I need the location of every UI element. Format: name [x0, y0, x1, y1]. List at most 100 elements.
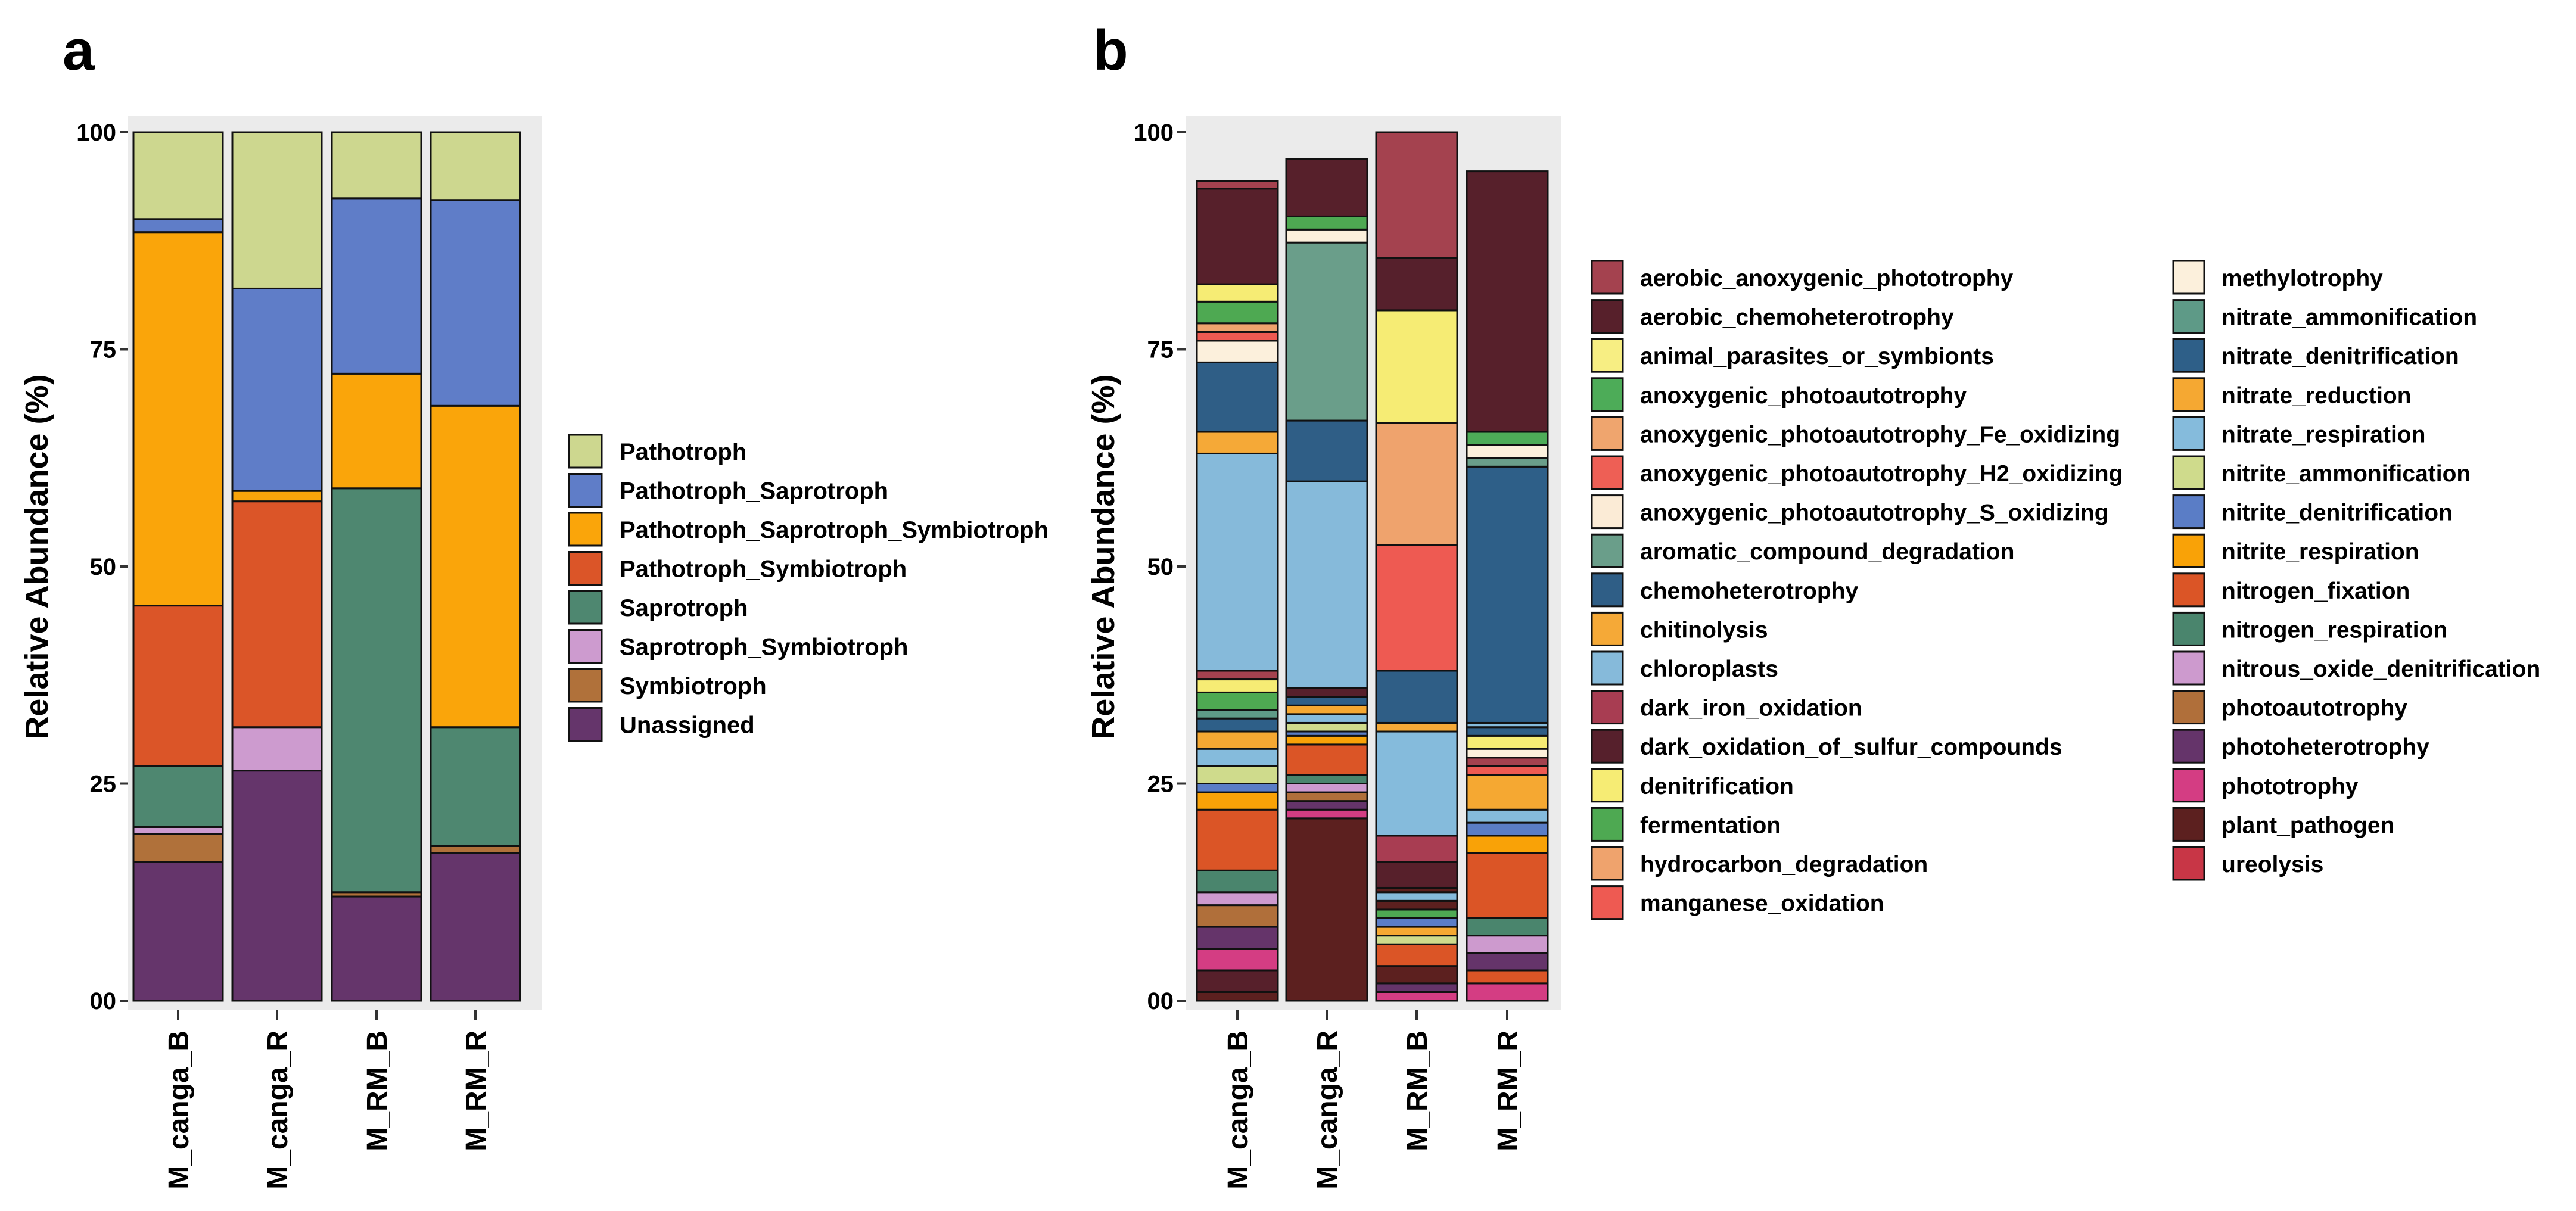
panel-a-x-tick-label: M_canga_R: [262, 1031, 294, 1190]
panel-a-y-axis-title: Relative Abundance (%): [19, 374, 55, 739]
panel-b-y-tick-label: 00: [1147, 988, 1174, 1014]
panel-b-legend-label: chemoheterotrophy: [1640, 578, 1859, 604]
panel-b-legend-label: nitrogen_fixation: [2222, 578, 2410, 604]
panel-b-bar-segment: [1375, 670, 1458, 724]
panel-b-bar-segment: [1196, 717, 1279, 733]
panel-a-x-tick-label: M_canga_B: [163, 1031, 195, 1190]
panel-b-bar-segment: [1466, 917, 1549, 937]
panel-b-bar-segment: [1285, 791, 1368, 802]
panel-b-bar-segment: [1285, 215, 1368, 231]
panel-b-x-tick-label: M_canga_B: [1222, 1031, 1254, 1190]
panel-b-letter: b: [1093, 18, 1128, 82]
panel-b-legend-label: photoheterotrophy: [2222, 734, 2429, 760]
panel-a-legend-label: Symbiotroph: [620, 673, 767, 699]
panel-b-bar-segment: [1196, 670, 1279, 681]
panel-b-bar-segment: [1285, 817, 1368, 1002]
panel-a-legend-key: [568, 434, 603, 469]
panel-b-bar-segment: [1285, 808, 1368, 820]
panel-a-legend-key: [568, 590, 603, 625]
panel-b-legend-key: [2172, 338, 2205, 373]
panel-b-bar-segment: [1466, 765, 1549, 776]
panel-b-bar-segment: [1375, 891, 1458, 902]
panel-b-legend-key: [2172, 455, 2205, 490]
panel-b-bar-segment: [1196, 188, 1279, 285]
panel-b-bar-segment: [1285, 419, 1368, 482]
panel-b-bar-segment: [1466, 726, 1549, 737]
panel-b-y-tick-label: 25: [1147, 771, 1174, 798]
panel-b-bar-segment: [1285, 696, 1368, 706]
panel-a-bar-segment: [132, 605, 224, 767]
panel-b-bar-segment: [1375, 908, 1458, 919]
panel-b-bar-segment: [1466, 774, 1549, 811]
panel-b-bar-segment: [1196, 791, 1279, 811]
panel-a-y-tick-label: 100: [76, 120, 116, 146]
panel-b-bar-segment: [1466, 757, 1549, 767]
panel-b-bar-segment: [1285, 783, 1368, 793]
panel-a-bar-segment: [132, 861, 224, 1002]
panel-b-legend-key: [1591, 846, 1624, 881]
panel-a-bar-segment: [331, 487, 422, 894]
panel-b-bar-segment: [1375, 965, 1458, 985]
panel-b-legend-key: [2172, 299, 2205, 334]
panel-b-bar-segment: [1196, 991, 1279, 1002]
panel-b-legend-key: [2172, 533, 2205, 568]
panel-a-bar-segment: [231, 500, 323, 729]
panel-b-legend-label: aerobic_chemoheterotrophy: [1640, 305, 1954, 331]
panel-b-legend-label: aromatic_compound_degradation: [1640, 539, 2014, 565]
panel-b-bar-segment: [1196, 180, 1279, 190]
panel-a-bar-segment: [132, 231, 224, 607]
panel-a-y-tick-label: 00: [90, 988, 117, 1014]
panel-b-x-tick-label: M_RM_R: [1492, 1031, 1524, 1151]
panel-a-bar-segment: [231, 287, 323, 492]
panel-b-bar-segment: [1375, 861, 1458, 889]
panel-a-y-tick-label: 75: [90, 337, 117, 363]
panel-b-legend: aerobic_anoxygenic_phototrophy aerobic_ch…: [1591, 260, 2540, 920]
panel-b-legend-label: nitrite_ammonification: [2222, 461, 2471, 487]
panel-b-legend-key: [2172, 729, 2205, 764]
panel-b-bar-segment: [1375, 309, 1458, 424]
panel-a-bar-segment: [430, 852, 521, 1002]
panel-b-bar-segment: [1466, 734, 1549, 750]
panel-b-legend-key: [1591, 299, 1624, 334]
panel-b-legend-key: [2172, 377, 2205, 412]
panel-b-legend-label: fermentation: [1640, 812, 1781, 838]
panel-b-bar-segment: [1375, 422, 1458, 546]
panel-b-bar-segment: [1196, 678, 1279, 693]
panel-a-legend-key: [568, 512, 603, 547]
panel-a-bar-segment: [231, 726, 323, 772]
panel-b-bar-segment: [1285, 774, 1368, 785]
panel-b-legend-label: phototrophy: [2222, 774, 2359, 799]
panel-b-y-tick-label: 50: [1147, 554, 1174, 580]
panel-b-bar-segment: [1196, 730, 1279, 750]
panel-b-legend-label: nitrate_ammonification: [2222, 305, 2477, 331]
panel-b-bar-segment: [1466, 808, 1549, 824]
panel-b-bar-segment: [1196, 340, 1279, 363]
panel-b-legend-key: [2172, 260, 2205, 295]
panel-b-bar-segment: [1196, 783, 1279, 793]
panel-b-legend-key: [1591, 885, 1624, 920]
panel-b-bar-segment: [1375, 935, 1458, 945]
panel-b-legend-label: anoxygenic_photoautotrophy_S_oxidizing: [1640, 500, 2109, 526]
panel-a-legend-label: Pathotroph_Saprotroph_Symbiotroph: [620, 517, 1049, 543]
panel-b-legend-label: dark_oxidation_of_sulfur_compounds: [1640, 734, 2062, 760]
panel-b-bar-segment: [1196, 748, 1279, 767]
panel-b-y-ticks: 00 25 50 75 100: [1134, 120, 1186, 1014]
panel-b-bar-segment: [1466, 170, 1549, 433]
panel-b-bar-segment: [1375, 257, 1458, 312]
panel-b-legend-label: animal_parasites_or_symbionts: [1640, 344, 1994, 369]
panel-a-bar-segment: [331, 895, 422, 1002]
panel-b-legend-key: [2172, 572, 2205, 608]
panel-b-legend-key: [1591, 377, 1624, 412]
panel-b-legend-key: [1591, 455, 1624, 490]
panel-b-legend-key: [1591, 260, 1624, 295]
panel-b-bar-segment: [1285, 704, 1368, 715]
panel-b-legend-label: chitinolysis: [1640, 617, 1768, 643]
panel-a-bars: [132, 131, 521, 1002]
panel-b-bar-segment: [1285, 228, 1368, 244]
panel-b-bar-segment: [1375, 835, 1458, 863]
panel-b-bar-segment: [1466, 457, 1549, 468]
panel-b-bar-segment: [1466, 852, 1549, 919]
panel-a-bar-segment: [430, 845, 521, 854]
